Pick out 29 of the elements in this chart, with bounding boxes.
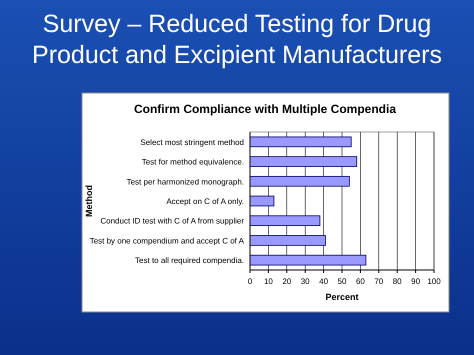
x-tick-label: 70 [374, 277, 384, 286]
chart-title: Survey – Reduced Testing for Drug Product and Excipient Manufacturers [32, 10, 442, 69]
x-tick-label: 100 [427, 277, 442, 286]
bar [250, 254, 366, 266]
x-tick-label: 50 [338, 277, 347, 286]
x-tick-label: 30 [300, 277, 310, 286]
x-tick-label: 10 [264, 277, 274, 286]
y-tick-label: Test for method equivalence. [142, 158, 244, 167]
x-tick-label: 20 [282, 277, 292, 286]
y-tick-label: Test by one compendium and accept C of A [90, 236, 245, 246]
y-axis-title: Method [84, 185, 94, 217]
x-tick-label: 40 [319, 277, 329, 286]
y-tick-label: Test to all required compendia. [135, 256, 244, 266]
x-tick-label: 80 [392, 277, 402, 286]
x-tick-label: 0 [248, 277, 253, 286]
bar [250, 215, 320, 226]
chart-subtitle: Confirm Compliance with Multiple Compendia [134, 102, 396, 116]
x-axis-title: Percent [325, 292, 359, 302]
y-tick-label: Test per harmonized monograph. [126, 177, 244, 186]
bar [250, 235, 326, 246]
y-tick-label: Conduct ID test with C of A from supplier [100, 216, 244, 226]
bar [250, 176, 350, 187]
bar [250, 156, 358, 167]
y-tick-label: Accept on C of A only. [166, 197, 244, 206]
bar [250, 196, 274, 206]
x-tick-label: 60 [356, 277, 366, 286]
y-tick-label: Select most stringent method [140, 138, 244, 147]
bar [250, 136, 352, 148]
x-tick-label: 90 [411, 277, 421, 286]
